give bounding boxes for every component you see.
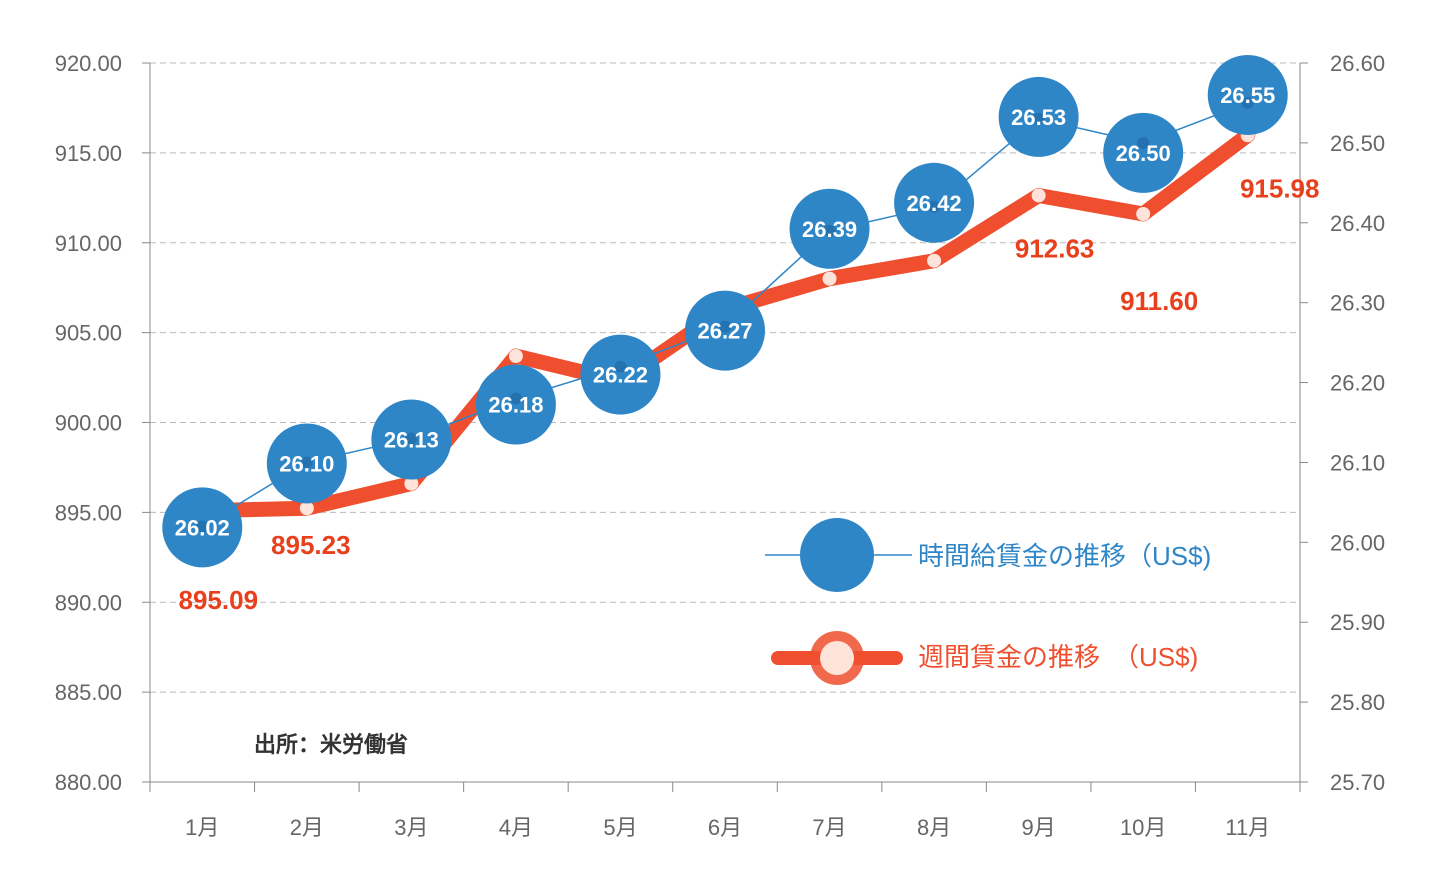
x-tick-label: 8月 [917,815,951,840]
left-tick-label: 895.00 [55,500,122,525]
weekly-wage-point [822,271,837,286]
x-tick-label: 7月 [812,815,846,840]
hourly-wage-point [719,320,731,333]
weekly-wage-point [927,253,942,268]
x-tick-label: 10月 [1120,815,1166,840]
left-tick-label: 900.00 [55,411,122,436]
x-axis-ticks: 1月 2月 3月 4月 5月 6月 7月 8月 9月 10月 11月 [149,782,1301,840]
weekly-wage-label: 895.09 [179,585,259,615]
weekly-wage-point [508,348,523,363]
left-tick-label: 915.00 [55,141,122,166]
hourly-wage-label: 26.02 [175,515,230,540]
hourly-wage-label: 26.53 [1011,105,1066,130]
hourly-wage-label: 26.55 [1220,83,1275,108]
hourly-wage-point [509,392,522,405]
left-tick-label: 890.00 [55,590,122,615]
hourly-wage-point [928,200,941,213]
x-tick-label: 5月 [603,815,637,840]
x-tick-label: 2月 [290,815,324,840]
left-axis-ticks: 880.00 885.00 890.00 895.00 900.00 905.00 910.… [55,51,150,795]
weekly-wage-label: 911.60 [1120,286,1198,316]
right-tick-label: 26.40 [1330,211,1385,236]
weekly-wage-point [1136,206,1151,221]
source-annotation: 出所：米労働省 [254,732,408,757]
x-tick-label: 3月 [394,815,428,840]
left-tick-label: 905.00 [55,321,122,346]
hourly-wage-label: 26.22 [593,363,648,388]
right-tick-label: 25.70 [1330,770,1385,795]
right-tick-label: 26.30 [1330,291,1385,316]
legend-blue-label: 時間給賃金の推移（US$) [918,541,1211,571]
hourly-wage-bubble [1207,54,1288,135]
legend-red-label: 週間賃金の推移 （US$) [918,642,1198,672]
hourly-wage-point [300,456,313,469]
hourly-wage-label: 26.18 [488,393,543,418]
hourly-wage-label: 26.27 [697,319,752,344]
hourly-wage-point [1241,96,1254,109]
legend-blue-marker [800,518,874,592]
x-tick-label: 11月 [1225,815,1270,840]
legend: 時間給賃金の推移（US$) 週間賃金の推移 （US$) [765,518,1211,685]
right-tick-label: 25.80 [1330,690,1385,715]
hourly-wage-series: 26.02 26.10 26.13 26.18 26.22 26.27 26.39 26.42… [162,54,1288,568]
weekly-wage-point [1031,188,1046,203]
right-tick-label: 26.60 [1330,51,1385,76]
left-tick-label: 880.00 [55,770,122,795]
x-tick-label: 9月 [1022,815,1056,840]
x-tick-label: 6月 [708,815,742,840]
left-tick-label: 885.00 [55,680,122,705]
right-tick-label: 26.20 [1330,371,1385,396]
weekly-wage-point [404,476,419,491]
hourly-wage-point [823,224,836,237]
hourly-wage-label: 26.10 [279,451,334,476]
x-tick-label: 1月 [185,815,219,840]
right-tick-label: 25.90 [1330,610,1385,635]
left-tick-label: 920.00 [55,51,122,76]
hourly-wage-label: 26.39 [802,217,857,242]
right-tick-label: 26.00 [1330,530,1385,555]
hourly-wage-label: 26.50 [1116,141,1171,166]
right-tick-label: 26.50 [1330,131,1385,156]
hourly-wage-point [196,520,209,533]
hourly-wage-bubble [1103,112,1184,193]
weekly-wage-labels: 895.09 895.23 912.63 911.60 915.98 [179,173,1320,614]
right-tick-label: 26.10 [1330,450,1385,475]
weekly-wage-label: 895.23 [271,530,351,560]
hourly-wage-bubble [580,334,661,415]
x-tick-label: 4月 [499,815,533,840]
hourly-wage-point [614,360,627,373]
hourly-wage-label: 26.42 [907,191,962,216]
weekly-wage-label: 915.98 [1240,173,1320,203]
right-axis-ticks: 25.70 25.80 25.90 26.00 26.10 26.20 26.30 26.40… [1300,51,1385,795]
hourly-wage-point [1032,112,1045,125]
left-tick-label: 910.00 [55,231,122,256]
weekly-wage-point [299,501,314,516]
legend-red-marker-inner [820,641,854,675]
weekly-wage-label: 912.63 [1015,233,1095,263]
hourly-wage-label: 26.13 [384,427,439,452]
hourly-wage-point [1137,136,1150,149]
hourly-wage-point [405,432,418,445]
